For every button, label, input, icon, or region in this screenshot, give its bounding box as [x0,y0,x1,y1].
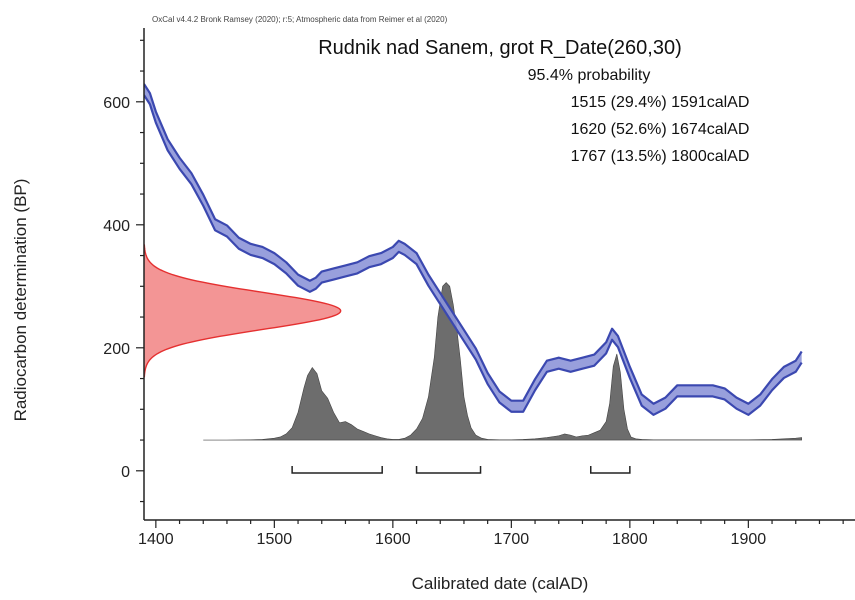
y-tick-label: 400 [103,218,130,235]
plot-area [144,83,803,474]
probability-label: 95.4% probability [528,67,651,84]
y-tick-label: 600 [103,95,130,112]
x-tick-label: 1500 [257,531,293,548]
radiocarbon-determination-area [144,244,341,378]
x-tick-label: 1700 [494,531,530,548]
y-tick-label: 200 [103,341,130,358]
calibration-curve-band [144,83,802,415]
range-bracket-3 [589,466,631,474]
software-header: OxCal v4.4.2 Bronk Ramsey (2020); r:5; A… [152,15,448,24]
x-tick-label: 1400 [138,531,174,548]
calibration-curve-upper [144,83,803,405]
range-annotation-3: 1767 (13.5%) 1800calAD [571,148,750,165]
range-bracket-1 [291,466,383,474]
x-tick-label: 1800 [612,531,648,548]
x-axis-title: Calibrated date (calAD) [412,574,589,593]
radiocarbon-determination-outline [144,244,342,378]
x-tick-label: 1600 [375,531,411,548]
posterior-density-area [203,282,802,441]
y-axis-title: Radiocarbon determination (BP) [11,179,30,422]
range-annotation-1: 1515 (29.4%) 1591calAD [571,94,750,111]
chart-title: Rudnik nad Sanem, grot R_Date(260,30) [318,37,682,59]
range-annotation-2: 1620 (52.6%) 1674calAD [571,121,750,138]
x-tick-label: 1900 [731,531,767,548]
calibration-curve-lower [144,94,803,416]
y-tick-label: 0 [121,464,130,481]
range-bracket-2 [415,466,482,474]
